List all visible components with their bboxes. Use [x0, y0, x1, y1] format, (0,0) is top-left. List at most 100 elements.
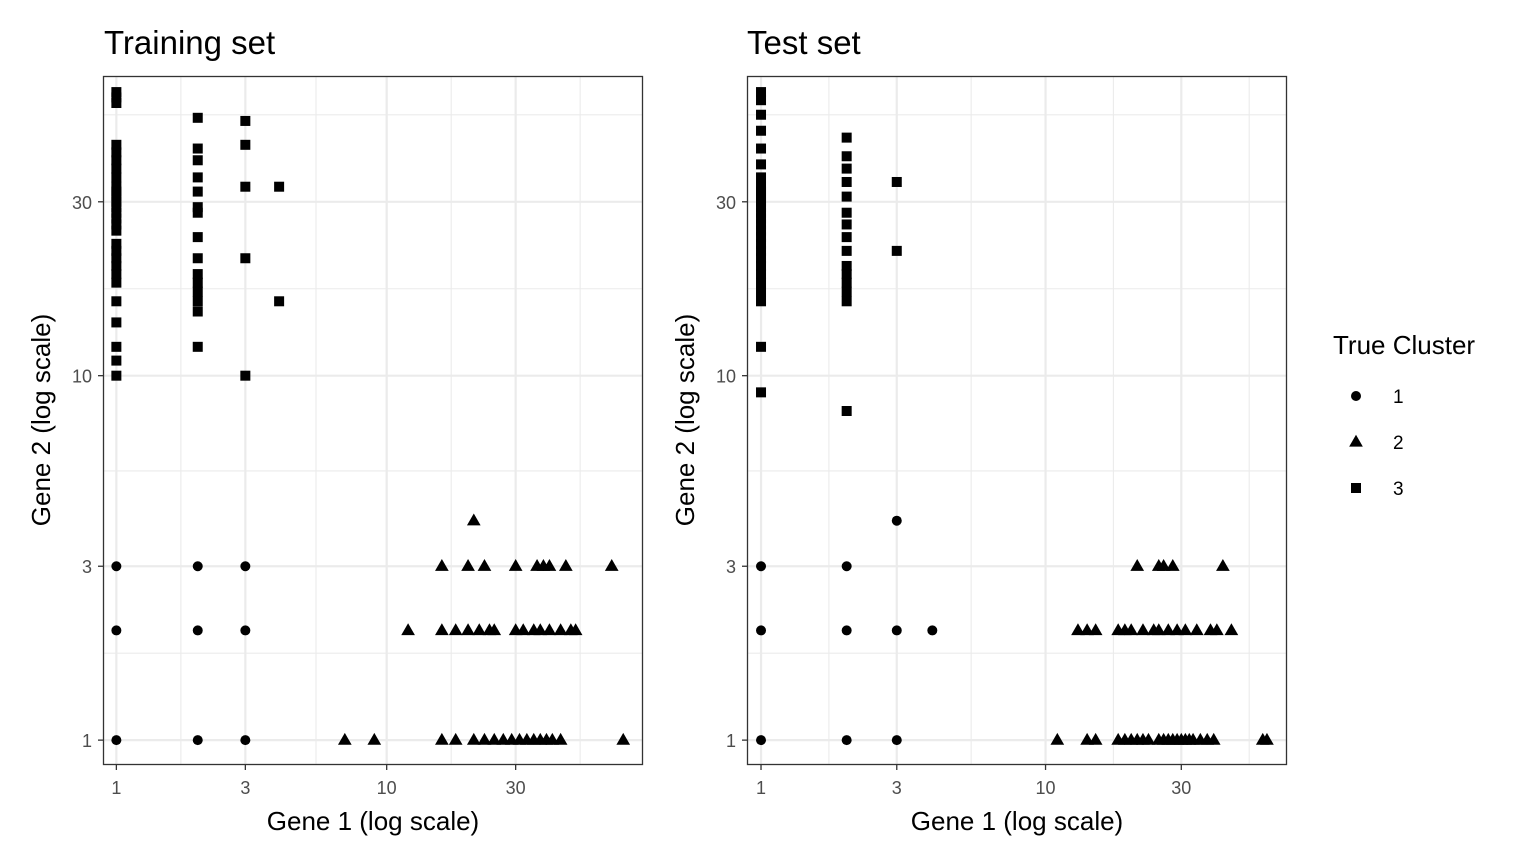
test-point-cluster-3 [756, 245, 767, 256]
training-point-cluster-3 [111, 147, 122, 158]
training-point-cluster-2 [553, 732, 568, 745]
training-point-cluster-2 [553, 623, 568, 636]
training-point-cluster-3 [111, 98, 122, 109]
x-tick-label: 3 [892, 778, 902, 798]
test-point-cluster-3 [841, 207, 852, 218]
training-point-cluster-3 [240, 139, 251, 150]
test-point-cluster-3 [841, 151, 852, 162]
training-point-cluster-3 [274, 296, 285, 307]
training-point-cluster-3 [111, 370, 122, 381]
training-point-cluster-1 [240, 625, 251, 636]
test-point-cluster-1 [756, 561, 767, 572]
training-point-cluster-3 [192, 341, 203, 352]
test-point-cluster-2 [1165, 559, 1180, 571]
test-point-cluster-3 [841, 176, 852, 187]
test-point-cluster-3 [756, 260, 767, 271]
training-point-cluster-2 [435, 732, 449, 745]
test-point-cluster-3 [756, 286, 767, 297]
test-point-cluster-3 [756, 125, 767, 136]
training-point-cluster-3 [192, 202, 203, 213]
training-point-cluster-3 [111, 196, 122, 207]
test-point-cluster-2 [1050, 732, 1065, 745]
training-point-cluster-3 [111, 139, 122, 150]
test-point-cluster-3 [841, 286, 852, 297]
training-point-cluster-3 [192, 172, 203, 183]
test-point-cluster-3 [841, 163, 852, 174]
test-point-cluster-1 [841, 625, 852, 636]
test-point-cluster-3 [756, 269, 767, 280]
training-ticks: 1 3 10 30 1 3 10 30 [72, 193, 526, 798]
training-point-cluster-2 [487, 623, 502, 636]
test-point-cluster-2 [1130, 559, 1145, 571]
training-panel: Training set 1 3 10 30 1 3 10 30 Gene 1 (log sc… [26, 24, 644, 836]
test-point-cluster-3 [841, 245, 852, 256]
training-point-cluster-3 [111, 207, 122, 218]
training-point-cluster-2 [435, 559, 449, 571]
test-point-cluster-3 [756, 172, 767, 183]
training-point-cluster-2 [401, 623, 415, 636]
training-point-cluster-3 [111, 219, 122, 230]
training-point-cluster-3 [111, 317, 122, 328]
training-point-cluster-3 [240, 115, 251, 126]
test-point-cluster-2 [1124, 623, 1139, 636]
test-point-cluster-3 [841, 219, 852, 230]
training-point-cluster-3 [192, 186, 203, 197]
training-point-cluster-2 [508, 559, 523, 571]
legend-key-square [1351, 483, 1361, 493]
training-point-cluster-3 [192, 207, 203, 218]
x-tick-label: 10 [1036, 778, 1056, 798]
legend-title: True Cluster [1333, 330, 1475, 360]
training-point-cluster-2 [461, 623, 475, 636]
test-point-cluster-3 [756, 387, 767, 398]
test-point-cluster-2 [1088, 732, 1103, 745]
test-point-cluster-3 [891, 176, 902, 187]
training-point-cluster-3 [111, 260, 122, 271]
x-tick-label: 30 [1171, 778, 1191, 798]
training-point-cluster-2 [542, 559, 557, 571]
test-point-cluster-2 [1141, 732, 1156, 745]
training-point-cluster-2 [477, 559, 492, 571]
training-point-cluster-1 [192, 561, 203, 572]
test-grid [748, 77, 1286, 764]
x-tick-label: 30 [506, 778, 526, 798]
y-tick-label: 30 [716, 193, 736, 213]
test-point-cluster-1 [927, 625, 938, 636]
y-tick-label: 3 [726, 557, 736, 577]
training-point-cluster-3 [111, 238, 122, 249]
training-point-cluster-3 [111, 155, 122, 166]
test-point-cluster-3 [756, 181, 767, 192]
test-point-cluster-3 [756, 296, 767, 307]
test-point-cluster-3 [841, 405, 852, 416]
training-point-cluster-1 [240, 735, 251, 746]
test-point-cluster-2 [1071, 623, 1085, 636]
training-point-cluster-3 [111, 92, 122, 103]
training-point-cluster-2 [516, 623, 531, 636]
test-point-cluster-1 [891, 735, 902, 746]
test-point-cluster-3 [841, 277, 852, 288]
training-point-cluster-1 [111, 625, 122, 636]
training-point-cluster-3 [240, 370, 251, 381]
training-point-cluster-1 [192, 735, 203, 746]
training-point-cluster-3 [192, 155, 203, 166]
training-point-cluster-2 [477, 732, 492, 745]
training-point-cluster-2 [604, 559, 619, 571]
test-point-cluster-3 [756, 143, 767, 154]
training-point-cluster-3 [111, 163, 122, 174]
test-panel-border [746, 75, 1288, 766]
test-y-axis-title: Gene 2 (log scale) [670, 314, 700, 526]
test-point-cluster-3 [756, 253, 767, 264]
y-tick-label: 10 [72, 367, 92, 387]
test-point-cluster-2 [1216, 559, 1230, 571]
test-point-cluster-3 [841, 269, 852, 280]
legend-key-circle [1351, 391, 1361, 401]
legend-label: 3 [1393, 479, 1404, 500]
training-point-cluster-3 [111, 341, 122, 352]
x-tick-label: 10 [377, 778, 397, 798]
y-tick-label: 30 [72, 193, 92, 213]
test-point-cluster-1 [891, 515, 902, 526]
training-point-cluster-3 [192, 269, 203, 280]
training-point-cluster-2 [367, 732, 382, 745]
test-point-cluster-2 [1178, 623, 1193, 636]
training-point-cluster-3 [274, 181, 285, 192]
test-point-cluster-3 [756, 95, 767, 106]
